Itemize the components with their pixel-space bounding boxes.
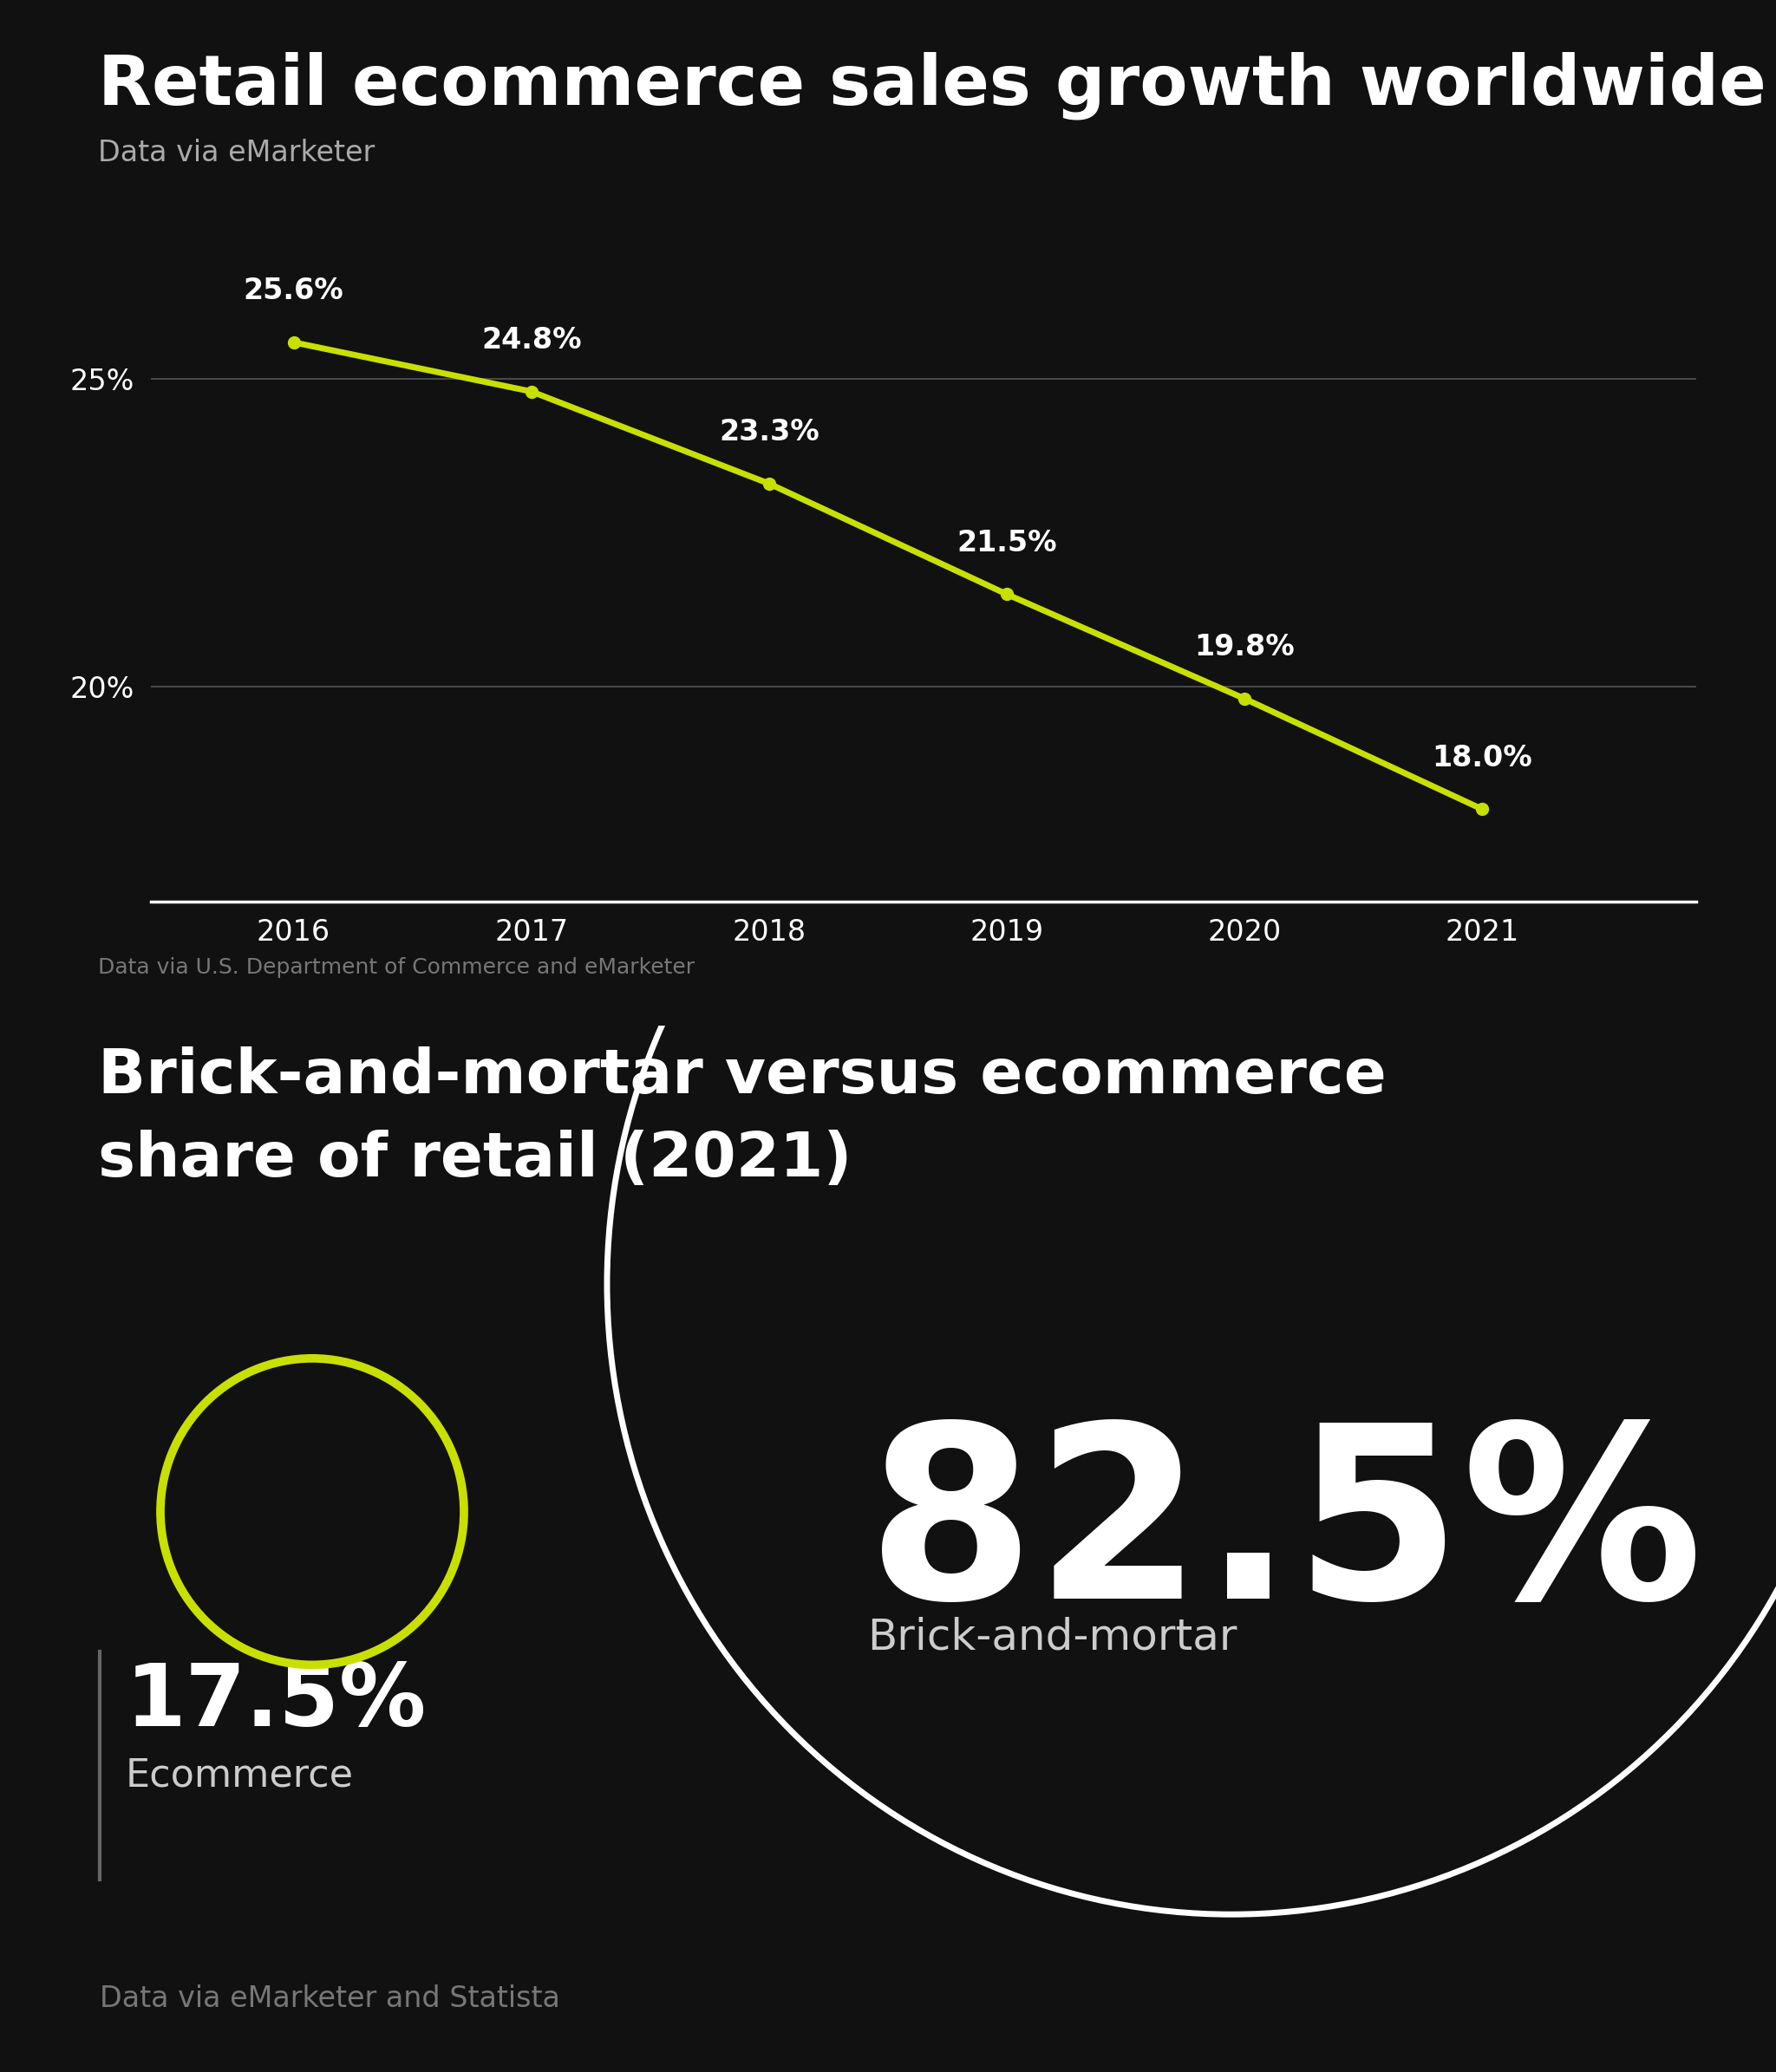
Text: Ecommerce: Ecommerce xyxy=(126,1757,353,1794)
Text: Data via eMarketer: Data via eMarketer xyxy=(98,139,375,168)
Text: 19.8%: 19.8% xyxy=(1193,634,1295,661)
Text: 23.3%: 23.3% xyxy=(719,419,819,448)
Text: Brick-and-mortar: Brick-and-mortar xyxy=(867,1616,1238,1658)
Text: share of retail (2021): share of retail (2021) xyxy=(98,1129,852,1189)
Text: 25.6%: 25.6% xyxy=(243,278,345,305)
Text: Brick-and-mortar versus ecommerce: Brick-and-mortar versus ecommerce xyxy=(98,1046,1385,1106)
Text: Data via U.S. Department of Commerce and eMarketer: Data via U.S. Department of Commerce and… xyxy=(98,957,694,978)
Text: 24.8%: 24.8% xyxy=(481,325,581,354)
Text: 21.5%: 21.5% xyxy=(957,528,1057,557)
Text: 82.5%: 82.5% xyxy=(867,1415,1703,1649)
Text: 18.0%: 18.0% xyxy=(1431,744,1533,773)
Text: Retail ecommerce sales growth worldwide: Retail ecommerce sales growth worldwide xyxy=(98,52,1765,120)
Text: 17.5%: 17.5% xyxy=(126,1660,426,1745)
Text: Data via eMarketer and Statista: Data via eMarketer and Statista xyxy=(99,1985,559,2014)
